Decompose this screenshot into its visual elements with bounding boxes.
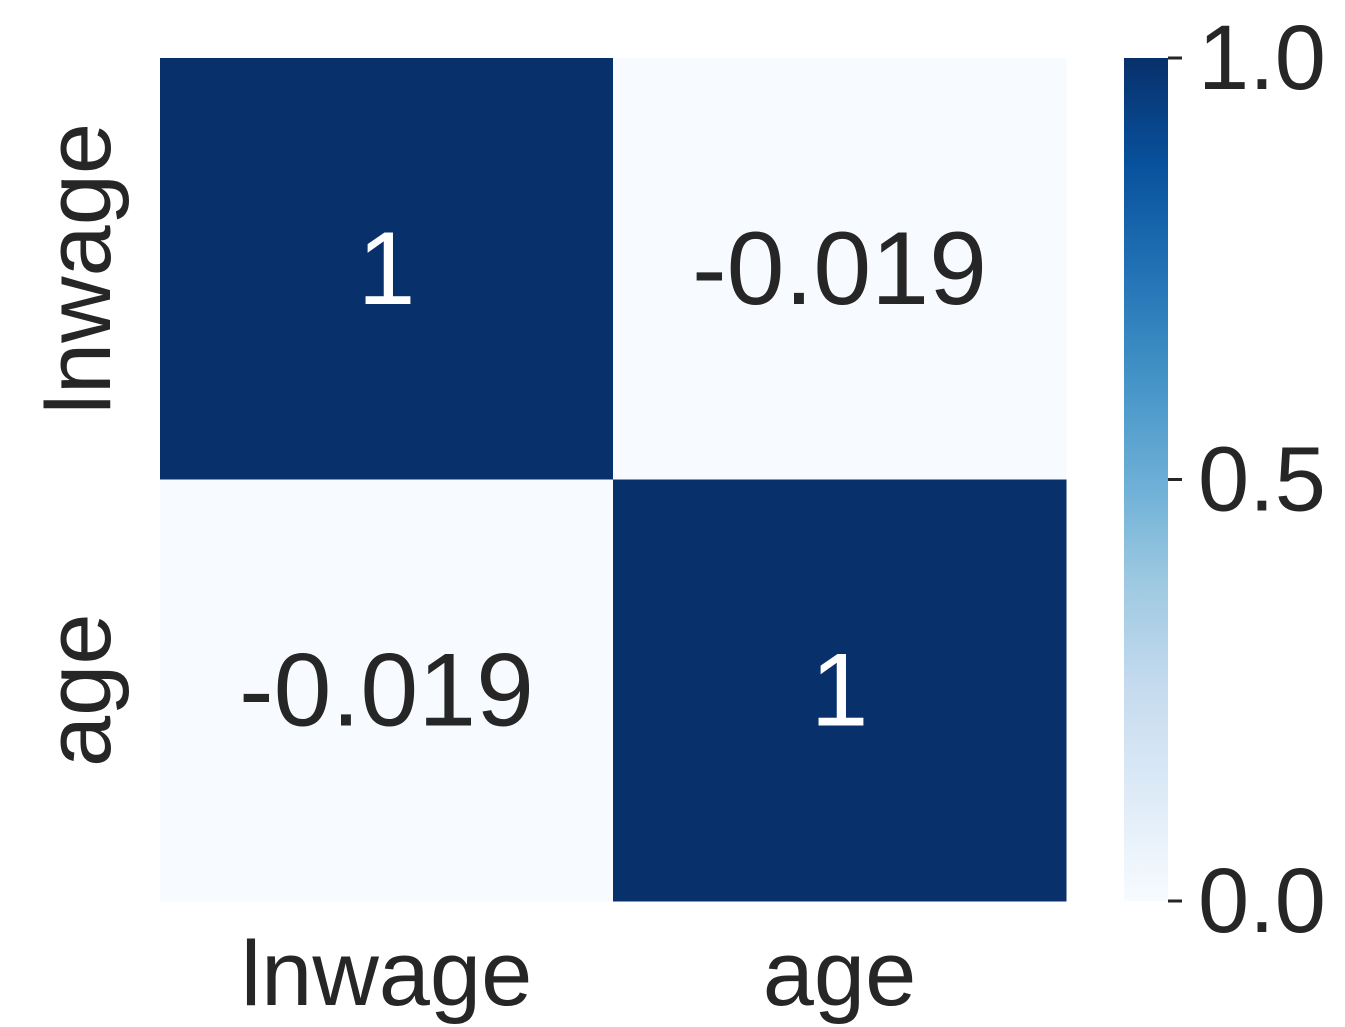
colorbar-tick-label: 0.5: [1198, 429, 1326, 531]
heatmap-cell-lnwage-age: [613, 58, 1067, 480]
y-tick-label: age: [28, 614, 130, 768]
cell-value-label: -0.019: [692, 211, 987, 327]
cell-value-label: -0.019: [239, 632, 534, 748]
colorbar-ticks: 0.0 0.5 1.0: [1168, 7, 1326, 952]
x-tick-label: lnwage: [241, 923, 533, 1025]
cell-value-label: 1: [358, 211, 416, 327]
colorbar-tick-label: 0.0: [1198, 850, 1326, 952]
cell-value-label: 1: [811, 632, 869, 748]
heatmap-cell-age-age: [613, 479, 1067, 902]
colorbar-gradient: [1124, 58, 1168, 901]
heatmap-annotations: 1 -0.019 -0.019 1: [239, 211, 987, 749]
colorbar-tick-label: 1.0: [1198, 7, 1326, 109]
y-tick-labels: lnwage age: [28, 123, 130, 767]
heatmap-cell-lnwage-lnwage: [160, 58, 614, 480]
x-tick-labels: lnwage age: [241, 923, 917, 1025]
heatmap-cell-age-lnwage: [160, 479, 614, 902]
colorbar: 0.0 0.5 1.0: [1124, 7, 1326, 952]
y-tick-label: lnwage: [28, 123, 130, 415]
heatmap-cells: [160, 58, 1067, 902]
x-tick-label: age: [763, 923, 917, 1025]
